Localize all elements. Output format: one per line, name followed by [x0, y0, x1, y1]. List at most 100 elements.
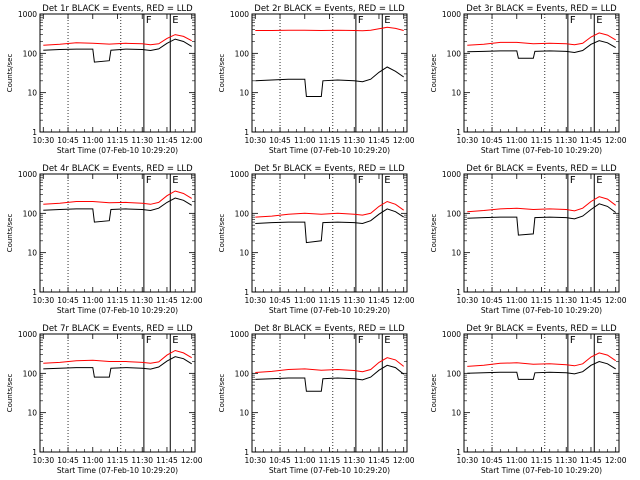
detector-chart-3: Det 3r BLACK = Events, RED = LLD 1 10 100 10…: [430, 4, 627, 155]
x-tick-label: 10:30: [244, 456, 266, 465]
x-axis-label: Start Time (07-Feb-10 10:29:20): [57, 306, 178, 315]
series-line-events: [467, 360, 616, 380]
y-tick-label: 100: [23, 209, 38, 218]
x-axis-label: Start Time (07-Feb-10 10:29:20): [269, 466, 390, 475]
detector-chart-5: Det 5r BLACK = Events, RED = LLD 1 10 100 10…: [218, 164, 415, 315]
y-tick-label: 1000: [18, 10, 37, 19]
vline-marker-label: E: [384, 15, 390, 26]
x-tick-label: 11:45: [156, 456, 178, 465]
x-tick-label: 11:00: [506, 136, 528, 145]
x-tick-label: 12:00: [393, 136, 415, 145]
y-tick-label: 10: [239, 409, 249, 418]
detector-chart-4: Det 4r BLACK = Events, RED = LLD 1 10 100 10…: [6, 164, 203, 315]
x-tick-label: 11:30: [343, 136, 365, 145]
x-tick-label: 11:15: [531, 136, 553, 145]
vline-marker-label: F: [570, 335, 576, 346]
x-tick-label: 10:30: [456, 456, 478, 465]
y-tick-label: 1000: [230, 10, 249, 19]
vline-marker-label: E: [384, 175, 390, 186]
y-tick-label: 1000: [442, 10, 461, 19]
detector-chart-8: Det 8r BLACK = Events, RED = LLD 1 10 100 10…: [218, 324, 415, 475]
detector-chart-1: Det 1r BLACK = Events, RED = LLD 1 10 100 10…: [6, 4, 203, 155]
x-axis-label: Start Time (07-Feb-10 10:29:20): [269, 146, 390, 155]
y-tick-label: 100: [23, 49, 38, 58]
x-tick-label: 11:45: [156, 296, 178, 305]
x-tick-label: 10:30: [244, 296, 266, 305]
x-tick-label: 12:00: [181, 296, 203, 305]
chart-title: Det 4r BLACK = Events, RED = LLD: [42, 164, 193, 174]
vline-marker-label: E: [596, 175, 602, 186]
vline-marker-label: F: [570, 15, 576, 26]
x-tick-label: 11:30: [131, 456, 153, 465]
series-line-events: [467, 40, 616, 59]
plot-frame: [251, 173, 408, 293]
x-tick-label: 11:30: [131, 136, 153, 145]
series-line-events: [255, 66, 404, 97]
y-tick-label: 100: [235, 49, 250, 58]
vline-marker-label: E: [596, 15, 602, 26]
vline-marker-label: F: [570, 175, 576, 186]
y-tick-label: 1: [456, 288, 461, 297]
x-tick-label: 11:00: [506, 456, 528, 465]
x-tick-label: 12:00: [181, 456, 203, 465]
y-tick-label: 1000: [18, 330, 37, 339]
x-tick-label: 11:15: [107, 296, 129, 305]
x-tick-label: 11:15: [107, 136, 129, 145]
vline-marker-label: F: [358, 15, 364, 26]
chart-title: Det 8r BLACK = Events, RED = LLD: [254, 324, 405, 334]
y-axis-label: Counts/sec: [218, 54, 226, 93]
series-line-lld: [255, 26, 404, 32]
y-tick-label: 10: [451, 89, 461, 98]
plot-frame: [39, 333, 196, 453]
vline-marker-label: E: [172, 175, 178, 186]
y-axis-label: Counts/sec: [430, 214, 438, 253]
y-tick-label: 10: [239, 249, 249, 258]
x-tick-label: 11:15: [319, 296, 341, 305]
y-axis-label: Counts/sec: [218, 374, 226, 413]
plot-frame: [463, 13, 620, 133]
vline-marker-label: E: [596, 335, 602, 346]
x-tick-label: 10:30: [32, 296, 54, 305]
y-tick-label: 1000: [230, 170, 249, 179]
y-tick-label: 100: [235, 369, 250, 378]
series-line-events: [255, 364, 405, 392]
x-tick-label: 11:15: [319, 136, 341, 145]
x-tick-label: 11:30: [555, 296, 577, 305]
y-axis-label: Counts/sec: [6, 374, 14, 413]
x-tick-label: 10:45: [269, 136, 291, 145]
x-tick-label: 10:45: [57, 136, 79, 145]
x-tick-label: 12:00: [605, 136, 627, 145]
x-tick-label: 11:30: [343, 456, 365, 465]
plot-frame: [463, 173, 620, 293]
x-tick-label: 11:15: [531, 296, 553, 305]
detector-chart-9: Det 9r BLACK = Events, RED = LLD 1 10 100 10…: [430, 324, 627, 475]
x-axis-label: Start Time (07-Feb-10 10:29:20): [269, 306, 390, 315]
chart-title: Det 3r BLACK = Events, RED = LLD: [466, 4, 617, 14]
y-tick-label: 10: [27, 409, 37, 418]
y-axis-label: Counts/sec: [430, 374, 438, 413]
x-tick-label: 11:45: [368, 136, 390, 145]
y-tick-label: 10: [451, 409, 461, 418]
x-tick-label: 12:00: [181, 136, 203, 145]
series-line-lld: [255, 200, 404, 218]
y-tick-label: 100: [23, 369, 38, 378]
y-axis-label: Counts/sec: [6, 214, 14, 253]
series-line-events: [43, 38, 192, 63]
x-tick-label: 10:45: [57, 296, 79, 305]
y-tick-label: 1: [32, 288, 37, 297]
plot-frame: [39, 13, 196, 133]
vline-marker-label: F: [358, 175, 364, 186]
x-tick-label: 11:00: [506, 296, 528, 305]
x-tick-label: 10:45: [481, 136, 503, 145]
vline-marker-label: E: [384, 335, 390, 346]
x-tick-label: 10:45: [269, 296, 291, 305]
y-tick-label: 10: [27, 89, 37, 98]
x-tick-label: 11:00: [294, 296, 316, 305]
y-tick-label: 100: [235, 209, 250, 218]
y-tick-label: 1: [456, 448, 461, 457]
y-tick-label: 10: [451, 249, 461, 258]
x-tick-label: 11:45: [580, 456, 602, 465]
y-tick-label: 1000: [442, 170, 461, 179]
plot-frame: [39, 173, 196, 293]
